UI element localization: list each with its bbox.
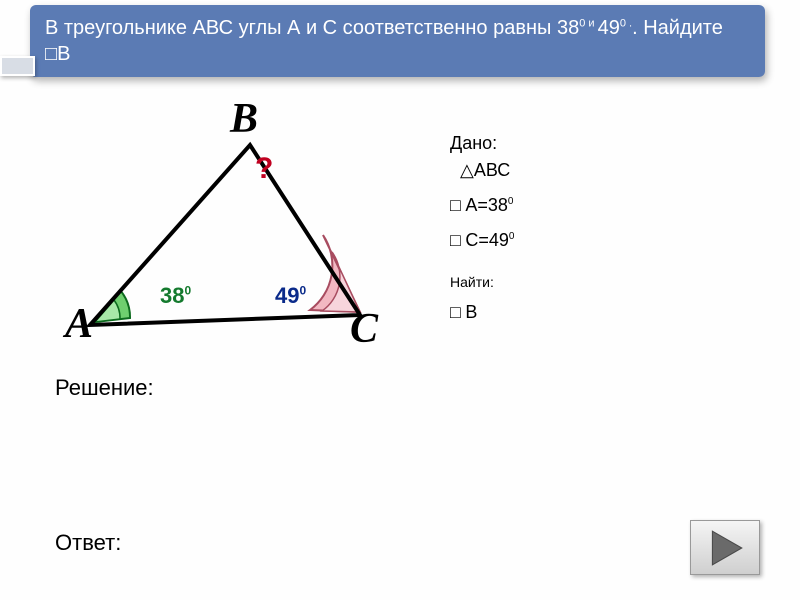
- angle-a-value: 38: [160, 283, 184, 308]
- find-value: В: [465, 302, 477, 322]
- deg-sup: 0: [184, 284, 191, 298]
- vertex-a-label: A: [65, 300, 93, 348]
- solution-label: Решение:: [55, 375, 154, 401]
- deg-sup: 0 .: [620, 17, 632, 29]
- angle-a-label: 380: [160, 283, 191, 309]
- angle-glyph: □: [450, 230, 465, 250]
- given-block: Дано: △АВС □ А=380 □ С=490 Найти: □ В: [450, 130, 514, 326]
- angle-glyph: □: [450, 195, 465, 215]
- deg-sup: 0: [508, 196, 514, 207]
- header-text-mid: . Найдите: [632, 17, 723, 39]
- header-text-prefix: В треугольнике АВС углы А и С соответств…: [45, 17, 557, 39]
- play-icon: [704, 527, 746, 569]
- triangle-path: [90, 145, 360, 325]
- given-triangle: △АВС: [450, 157, 514, 184]
- deg-sup: 0: [509, 231, 515, 242]
- answer-label: Ответ:: [55, 530, 121, 556]
- given-title: Дано:: [450, 130, 514, 157]
- next-button[interactable]: [690, 520, 760, 575]
- problem-header: В треугольнике АВС углы А и С соответств…: [30, 5, 765, 77]
- triangle-figure: A B C 380 490 ?: [50, 90, 420, 320]
- angle-glyph: □: [450, 302, 465, 322]
- header-angle-2: 49: [598, 17, 620, 39]
- side-tab: [0, 56, 35, 76]
- deg-sup: 0: [299, 284, 306, 298]
- given-angle-a: А=38: [465, 195, 508, 215]
- vertex-c-label: C: [350, 305, 378, 353]
- header-find-letter: В: [57, 43, 70, 65]
- vertex-b-label: B: [230, 95, 258, 143]
- angle-c-label: 490: [275, 283, 306, 309]
- find-title: Найти:: [450, 272, 514, 293]
- header-conj: и: [585, 17, 597, 29]
- angle-c-value: 49: [275, 283, 299, 308]
- angle-b-question: ?: [255, 152, 273, 186]
- given-angle-c: С=49: [465, 230, 509, 250]
- header-angle-1: 38: [557, 17, 579, 39]
- angle-glyph: □: [45, 43, 57, 65]
